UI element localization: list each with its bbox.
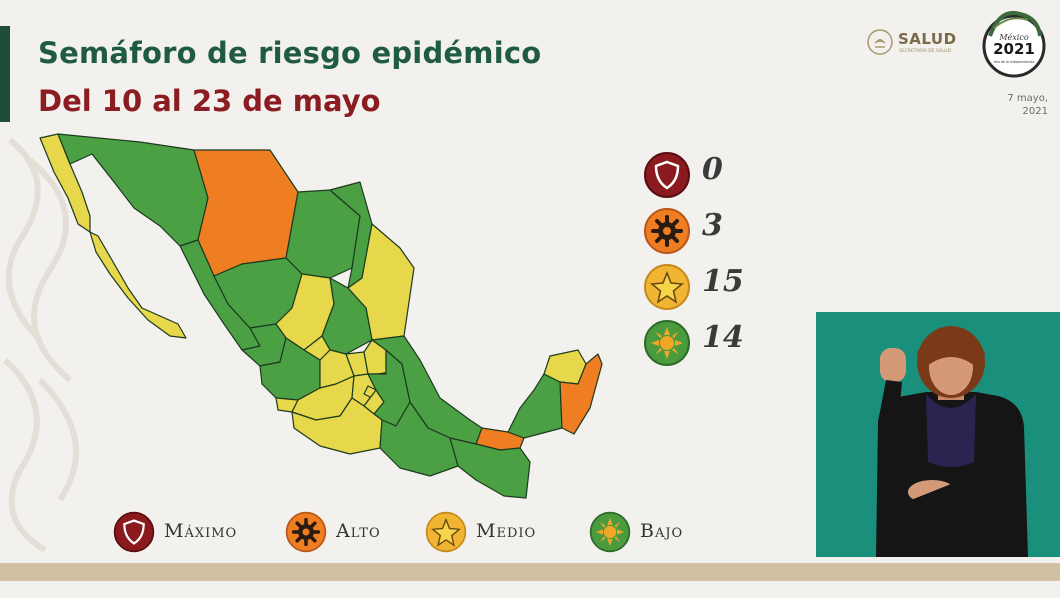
- count-bajo: 14: [640, 314, 810, 368]
- legend-label: Bajo: [640, 520, 684, 542]
- page-subtitle: Del 10 al 23 de mayo: [38, 84, 381, 118]
- date-line-2: 2021: [1022, 106, 1048, 117]
- sign-language-interpreter: [816, 312, 1060, 557]
- gear-icon: [285, 511, 327, 553]
- state-guerrero: [291, 397, 383, 455]
- state-baja-california-sur: [89, 231, 187, 339]
- count-alto: 3: [640, 202, 810, 256]
- star-icon: [425, 511, 467, 553]
- page-title: Semáforo de riesgo epidémico: [38, 36, 542, 70]
- legend-label: Máximo: [164, 520, 238, 542]
- state-quintana-roo: [559, 353, 603, 435]
- salud-logo: SALUD SECRETARÍA DE SALUD: [866, 26, 970, 60]
- state-sonora: [57, 133, 209, 247]
- count-value: 3: [702, 208, 723, 243]
- count-value: 0: [702, 152, 723, 187]
- mexico-year: 2021: [993, 40, 1035, 58]
- eagle-emblem-icon: [867, 29, 893, 55]
- sun-icon: [589, 511, 631, 553]
- sun-icon: [644, 320, 690, 366]
- gear-icon: [644, 208, 690, 254]
- footer-strip: [0, 581, 1060, 598]
- legend-label: Medio: [476, 520, 537, 542]
- shield-icon: [644, 152, 690, 198]
- salud-subtext: SECRETARÍA DE SALUD: [899, 49, 952, 54]
- state-chihuahua: [193, 149, 299, 277]
- mexico-map: [39, 133, 603, 499]
- mexico-tagline: año de la Independencia: [994, 60, 1035, 64]
- mexico-2021-logo: México 2021 año de la Independencia: [982, 11, 1046, 78]
- star-icon: [644, 264, 690, 310]
- legend-label: Alto: [336, 520, 381, 542]
- footer-bar: [0, 563, 1060, 581]
- mexico-word: México: [998, 33, 1028, 42]
- count-maximo: 0: [640, 146, 810, 200]
- date-label: 7 mayo, 2021: [968, 92, 1048, 118]
- background-pattern: [2, 137, 79, 553]
- accent-bar: [0, 26, 10, 122]
- state-campeche: [507, 373, 563, 439]
- salud-text: SALUD: [898, 30, 957, 48]
- state-chiapas: [449, 437, 531, 499]
- date-line-1: 7 mayo,: [1007, 93, 1048, 104]
- count-value: 15: [702, 264, 744, 299]
- legend: Máximo Alto Medio: [112, 506, 732, 556]
- state-counts: 0 3 15: [640, 146, 810, 366]
- shield-icon: [113, 511, 155, 553]
- count-medio: 15: [640, 258, 810, 312]
- count-value: 14: [702, 320, 744, 355]
